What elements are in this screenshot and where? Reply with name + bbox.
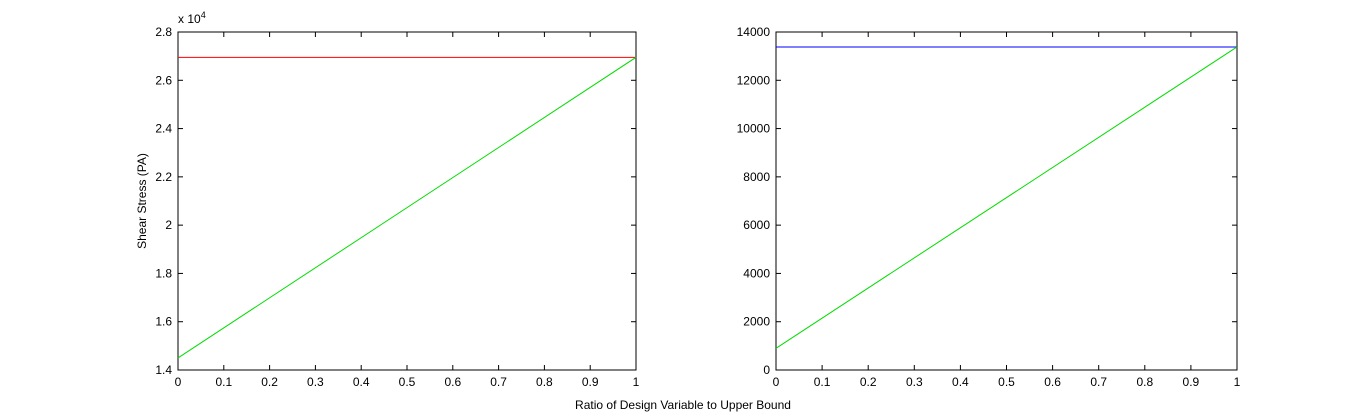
plot-1-exponent-label: x 104 — [178, 10, 206, 26]
plot-2-xtick-label: 0.7 — [1090, 375, 1107, 389]
plot-2-ytick-label: 4000 — [743, 266, 770, 280]
plot-2-ytick-label: 2000 — [743, 315, 770, 329]
plot-2-ytick-label: 12000 — [737, 73, 771, 87]
plot-2-xtick-label: 0.1 — [814, 375, 831, 389]
plot-2-ytick-label: 8000 — [743, 170, 770, 184]
plot-2-ytick-label: 14000 — [737, 25, 771, 39]
plot-2-ytick-label: 10000 — [737, 122, 771, 136]
plot-1-xtick-label: 0.8 — [536, 375, 553, 389]
plot-1-ytick-label: 1.8 — [155, 266, 172, 280]
plot-2-axes-box — [775, 31, 1238, 371]
plot-2-ytick-label: 0 — [763, 363, 770, 377]
plot-2-xtick-label: 0.2 — [860, 375, 877, 389]
plot-1-xtick-label: 0.7 — [490, 375, 507, 389]
plot-1-xtick-label: 0.1 — [215, 375, 232, 389]
plot-2-series-2-line — [775, 46, 1238, 349]
plot-1-series-2-line — [177, 56, 637, 359]
plot-1-ytick-label: 2.2 — [155, 170, 172, 184]
plot-2-xtick-label: 1 — [1234, 375, 1241, 389]
plot-1-ytick-label: 2.4 — [155, 122, 172, 136]
plot-1-xtick-label: 1 — [633, 375, 640, 389]
plot-1-xtick-label: 0.9 — [582, 375, 599, 389]
plot-2-xtick-label: 0.6 — [1044, 375, 1061, 389]
plot-2-xtick-label: 0.4 — [952, 375, 969, 389]
plot-1-y-axis-label: Shear Stress (PA) — [135, 153, 149, 249]
plot-2-ytick-label: 6000 — [743, 218, 770, 232]
plot-2-xtick-label: 0.3 — [906, 375, 923, 389]
plot-1-ytick-label: 2 — [165, 218, 172, 232]
plot-1-ytick-label: 1.4 — [155, 363, 172, 377]
plot-1-xtick-label: 0.5 — [399, 375, 416, 389]
plot-1-xtick-label: 0.4 — [353, 375, 370, 389]
plot-1-ytick-label: 1.6 — [155, 315, 172, 329]
plot-1-xtick-label: 0.2 — [261, 375, 278, 389]
plot-2-xtick-label: 0.5 — [998, 375, 1015, 389]
plot-1-ytick-label: 2.6 — [155, 73, 172, 87]
plot-2-xtick-label: 0.8 — [1136, 375, 1153, 389]
plot-1-xtick-label: 0 — [175, 375, 182, 389]
plot-1-xtick-label: 0.6 — [444, 375, 461, 389]
plot-2-xtick-label: 0.9 — [1183, 375, 1200, 389]
shared-x-axis-label: Ratio of Design Variable to Upper Bound — [575, 398, 791, 412]
plot-1-axes-box — [177, 31, 637, 371]
plot-1-xtick-label: 0.3 — [307, 375, 324, 389]
plot-2-xtick-label: 0 — [773, 375, 780, 389]
plot-1-ytick-label: 2.8 — [155, 25, 172, 39]
